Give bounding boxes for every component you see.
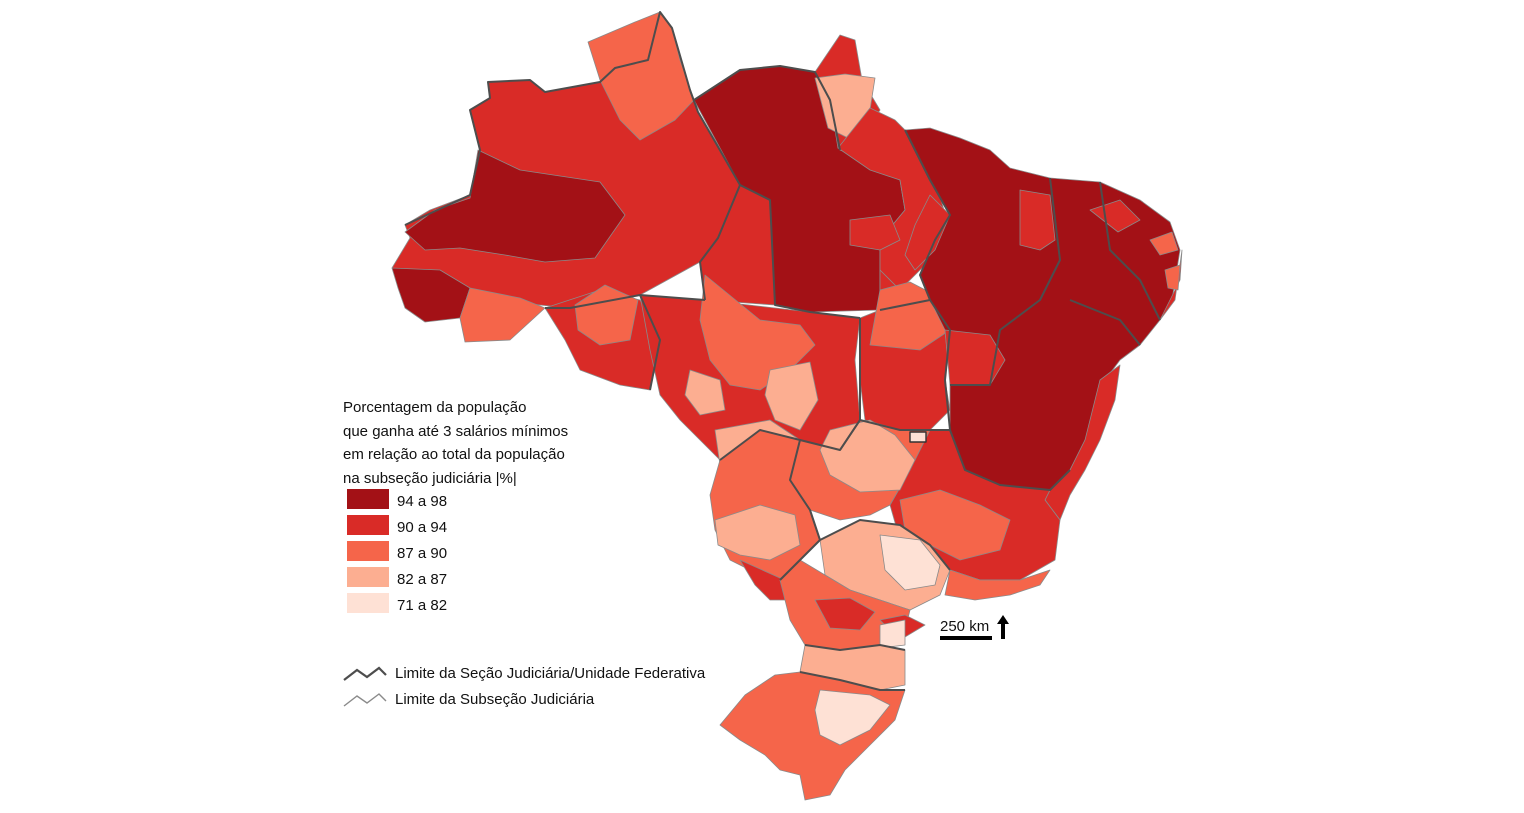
region-rj-es <box>944 569 1051 601</box>
scale-bar-line <box>940 636 992 640</box>
legend-item: 87 a 90 <box>347 541 547 563</box>
legend-label: 82 a 87 <box>397 571 448 588</box>
subsection-boundary-legend-item: Limite da Subseção Judiciária <box>343 689 763 711</box>
legend-title-line: Porcentagem da população <box>343 399 527 416</box>
legend: Porcentagem da população que ganha até 3… <box>343 396 643 614</box>
region-rn-light <box>1149 231 1181 291</box>
legend-swatch <box>347 489 389 509</box>
scale-label: 250 km <box>940 618 990 635</box>
legend-label: 94 a 98 <box>397 493 448 510</box>
state-boundary-label: Limite da Seção Judiciária/Unidade Feder… <box>395 665 706 682</box>
region-rondonia-light <box>574 284 639 346</box>
region-rs-light <box>814 689 891 746</box>
state-boundaries <box>404 11 1161 691</box>
legend-swatch <box>347 541 389 561</box>
region-nordeste-east-coast <box>1089 199 1183 321</box>
region-acre-east <box>459 287 546 343</box>
state-boundary-line-icon <box>343 666 387 681</box>
legend-swatch <box>347 593 389 613</box>
legend-title-line: na subseção judiciária |%| <box>343 469 517 487</box>
region-parana-light <box>879 619 906 649</box>
region-ms-light <box>714 504 801 561</box>
legend-label: 87 a 90 <box>397 545 448 562</box>
legend-item: 82 a 87 <box>347 567 547 589</box>
north-arrow-icon <box>997 615 1009 639</box>
subsection-boundary-line-icon <box>343 693 387 707</box>
legend-title: Porcentagem da população que ganha até 3… <box>343 396 643 490</box>
legend-title-line: em relação ao total da população <box>343 446 565 463</box>
region-bahia-coast <box>1044 364 1121 521</box>
region-amazonas-west-dark <box>404 149 626 263</box>
state-boundary-legend-item: Limite da Seção Judiciária/Unidade Feder… <box>343 663 763 685</box>
legend-item: 90 a 94 <box>347 515 547 537</box>
legend-label: 71 a 82 <box>397 597 448 614</box>
scale-bar: 250 km <box>938 615 1018 645</box>
legend-label: 90 a 94 <box>397 519 448 536</box>
regions <box>391 11 1183 801</box>
region-sao-paulo-light <box>879 534 941 591</box>
region-amazonas-west <box>391 11 741 309</box>
region-acre <box>391 267 471 323</box>
legend-item: 94 a 98 <box>347 489 547 511</box>
legend-swatch <box>347 515 389 535</box>
legend-title-line: que ganha até 3 salários mínimos <box>343 422 569 440</box>
region-mato-grosso-south <box>684 361 819 431</box>
region-df <box>909 431 927 443</box>
legend-item: 71 a 82 <box>347 593 547 615</box>
subsection-boundary-label: Limite da Subseção Judiciária <box>395 691 595 708</box>
legend-swatch <box>347 567 389 587</box>
region-piaui-red <box>944 189 1056 386</box>
